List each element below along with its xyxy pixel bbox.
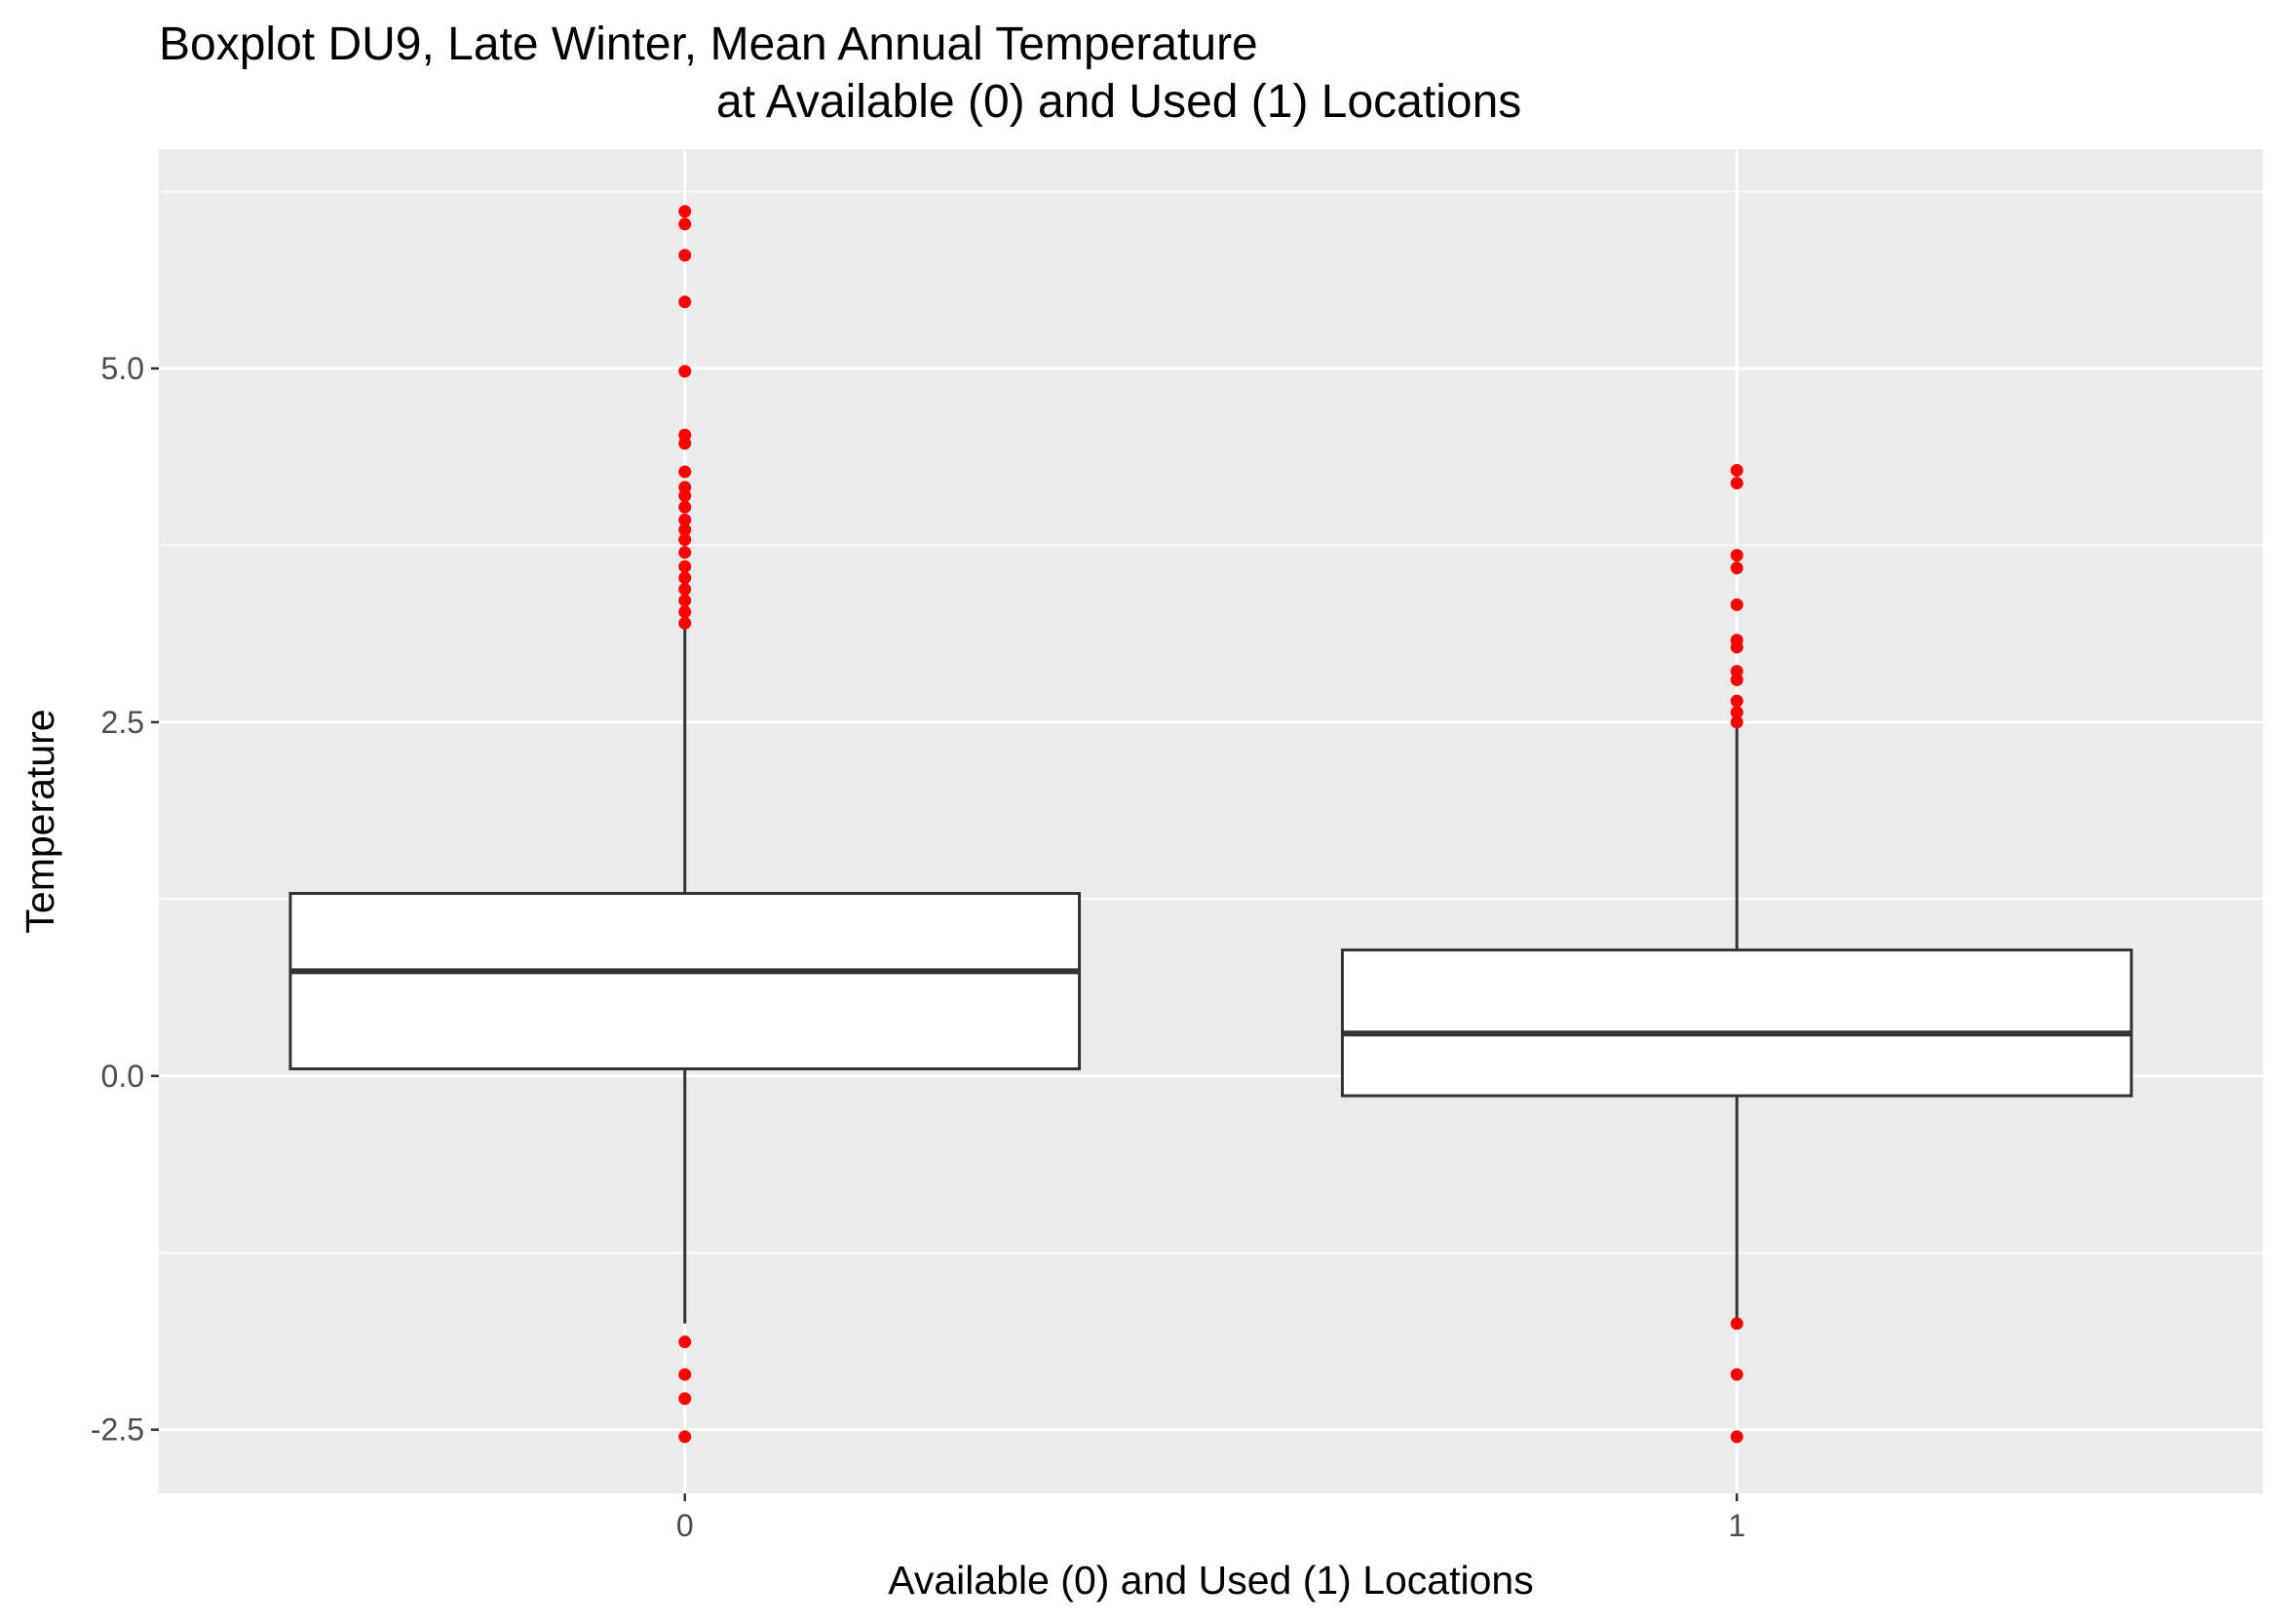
- x-tick-label: 1: [1728, 1508, 1745, 1543]
- plot-panel: [159, 149, 2263, 1493]
- outlier-point: [678, 1392, 692, 1406]
- box-0: [288, 627, 1082, 1324]
- outlier-point: [678, 481, 692, 494]
- x-axis-title: Available (0) and Used (1) Locations: [888, 1558, 1533, 1603]
- y-axis-title: Temperature: [18, 709, 62, 933]
- outlier-point: [1730, 1430, 1743, 1444]
- outlier-point: [678, 249, 692, 262]
- outlier-points: [678, 205, 1743, 1444]
- outlier-point: [678, 522, 692, 536]
- outlier-point: [1730, 694, 1743, 708]
- outlier-point: [1730, 464, 1743, 478]
- outlier-point: [1730, 477, 1743, 490]
- outlier-point: [678, 217, 692, 231]
- outlier-point: [678, 594, 692, 607]
- y-tick-label: -2.5: [91, 1412, 144, 1448]
- y-tick-label: 5.0: [101, 351, 144, 386]
- box-1: [1340, 726, 2133, 1321]
- outlier-point: [678, 513, 692, 526]
- outlier-point: [678, 616, 692, 630]
- boxes: [288, 627, 2133, 1324]
- interquartile-box: [1340, 948, 2133, 1098]
- outlier-point: [678, 1430, 692, 1444]
- outlier-point: [1730, 1317, 1743, 1331]
- outlier-point: [678, 465, 692, 479]
- outlier-point: [678, 571, 692, 585]
- axes: -2.5 0.0 2.5 5.0 0 1: [91, 351, 1745, 1543]
- outlier-point: [678, 605, 692, 619]
- outlier-point: [678, 500, 692, 514]
- outlier-point: [1730, 706, 1743, 719]
- outlier-point: [1730, 634, 1743, 647]
- outlier-point: [678, 295, 692, 309]
- outlier-point: [1730, 598, 1743, 611]
- x-tick-label: 0: [676, 1508, 694, 1543]
- outlier-point: [678, 560, 692, 573]
- outlier-point: [678, 546, 692, 560]
- outlier-point: [1730, 715, 1743, 729]
- chart-subtitle: at Available (0) and Used (1) Locations: [716, 76, 1522, 128]
- outlier-point: [678, 428, 692, 442]
- y-tick-label: 2.5: [101, 705, 144, 740]
- outlier-point: [1730, 665, 1743, 678]
- outlier-point: [678, 1335, 692, 1349]
- outlier-point: [678, 365, 692, 378]
- outlier-point: [1730, 561, 1743, 575]
- outlier-point: [678, 205, 692, 218]
- outlier-point: [678, 533, 692, 547]
- y-tick-label: 0.0: [101, 1059, 144, 1094]
- outlier-point: [678, 1368, 692, 1381]
- outlier-point: [678, 582, 692, 596]
- interquartile-box: [288, 892, 1082, 1071]
- chart-title: Boxplot DU9, Late Winter, Mean Annual Te…: [159, 19, 1258, 70]
- outlier-point: [1730, 1368, 1743, 1381]
- outlier-point: [1730, 549, 1743, 562]
